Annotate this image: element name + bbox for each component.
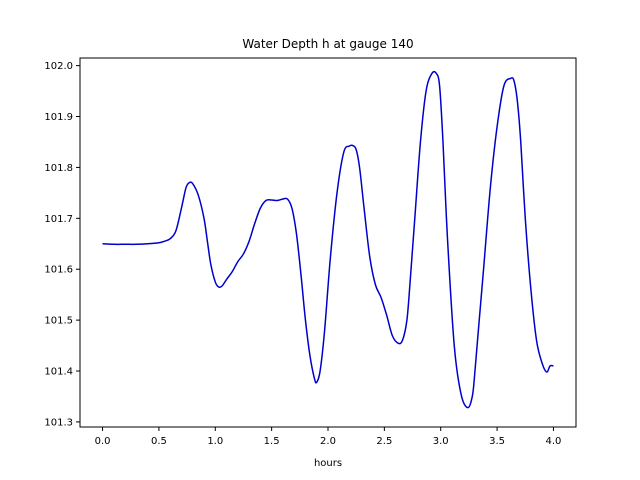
x-axis: 0.0 0.5 1.0 1.5 2.0 2.5 3.0 3.5 4.0	[95, 427, 562, 447]
y-axis: 101.3 101.4 101.5 101.6 101.7 101.8 101.9 102.0	[44, 61, 80, 428]
x-tick-label: 1.0	[207, 436, 223, 447]
y-tick-label: 101.3	[44, 417, 73, 428]
y-tick-label: 101.8	[44, 163, 73, 174]
y-tick-label: 102.0	[44, 61, 73, 72]
y-tick-label: 101.5	[44, 316, 73, 327]
y-tick-label: 101.9	[44, 112, 73, 123]
plot-frame	[79, 57, 577, 428]
plot-area	[80, 58, 576, 427]
x-axis-label: hours	[314, 458, 342, 469]
x-tick-label: 2.5	[376, 436, 392, 447]
x-tick-label: 3.5	[489, 436, 505, 447]
x-tick-label: 0.0	[95, 436, 111, 447]
x-tick-label: 0.5	[151, 436, 167, 447]
y-tick-label: 101.7	[44, 214, 73, 225]
y-tick-label: 101.4	[44, 367, 73, 378]
y-tick-label: 101.6	[44, 265, 73, 276]
chart-title: Water Depth h at gauge 140	[242, 37, 413, 51]
series-line	[102, 70, 554, 409]
x-tick-label: 1.5	[264, 436, 280, 447]
x-tick-label: 3.0	[433, 436, 449, 447]
x-tick-label: 4.0	[546, 436, 562, 447]
x-tick-label: 2.0	[320, 436, 336, 447]
